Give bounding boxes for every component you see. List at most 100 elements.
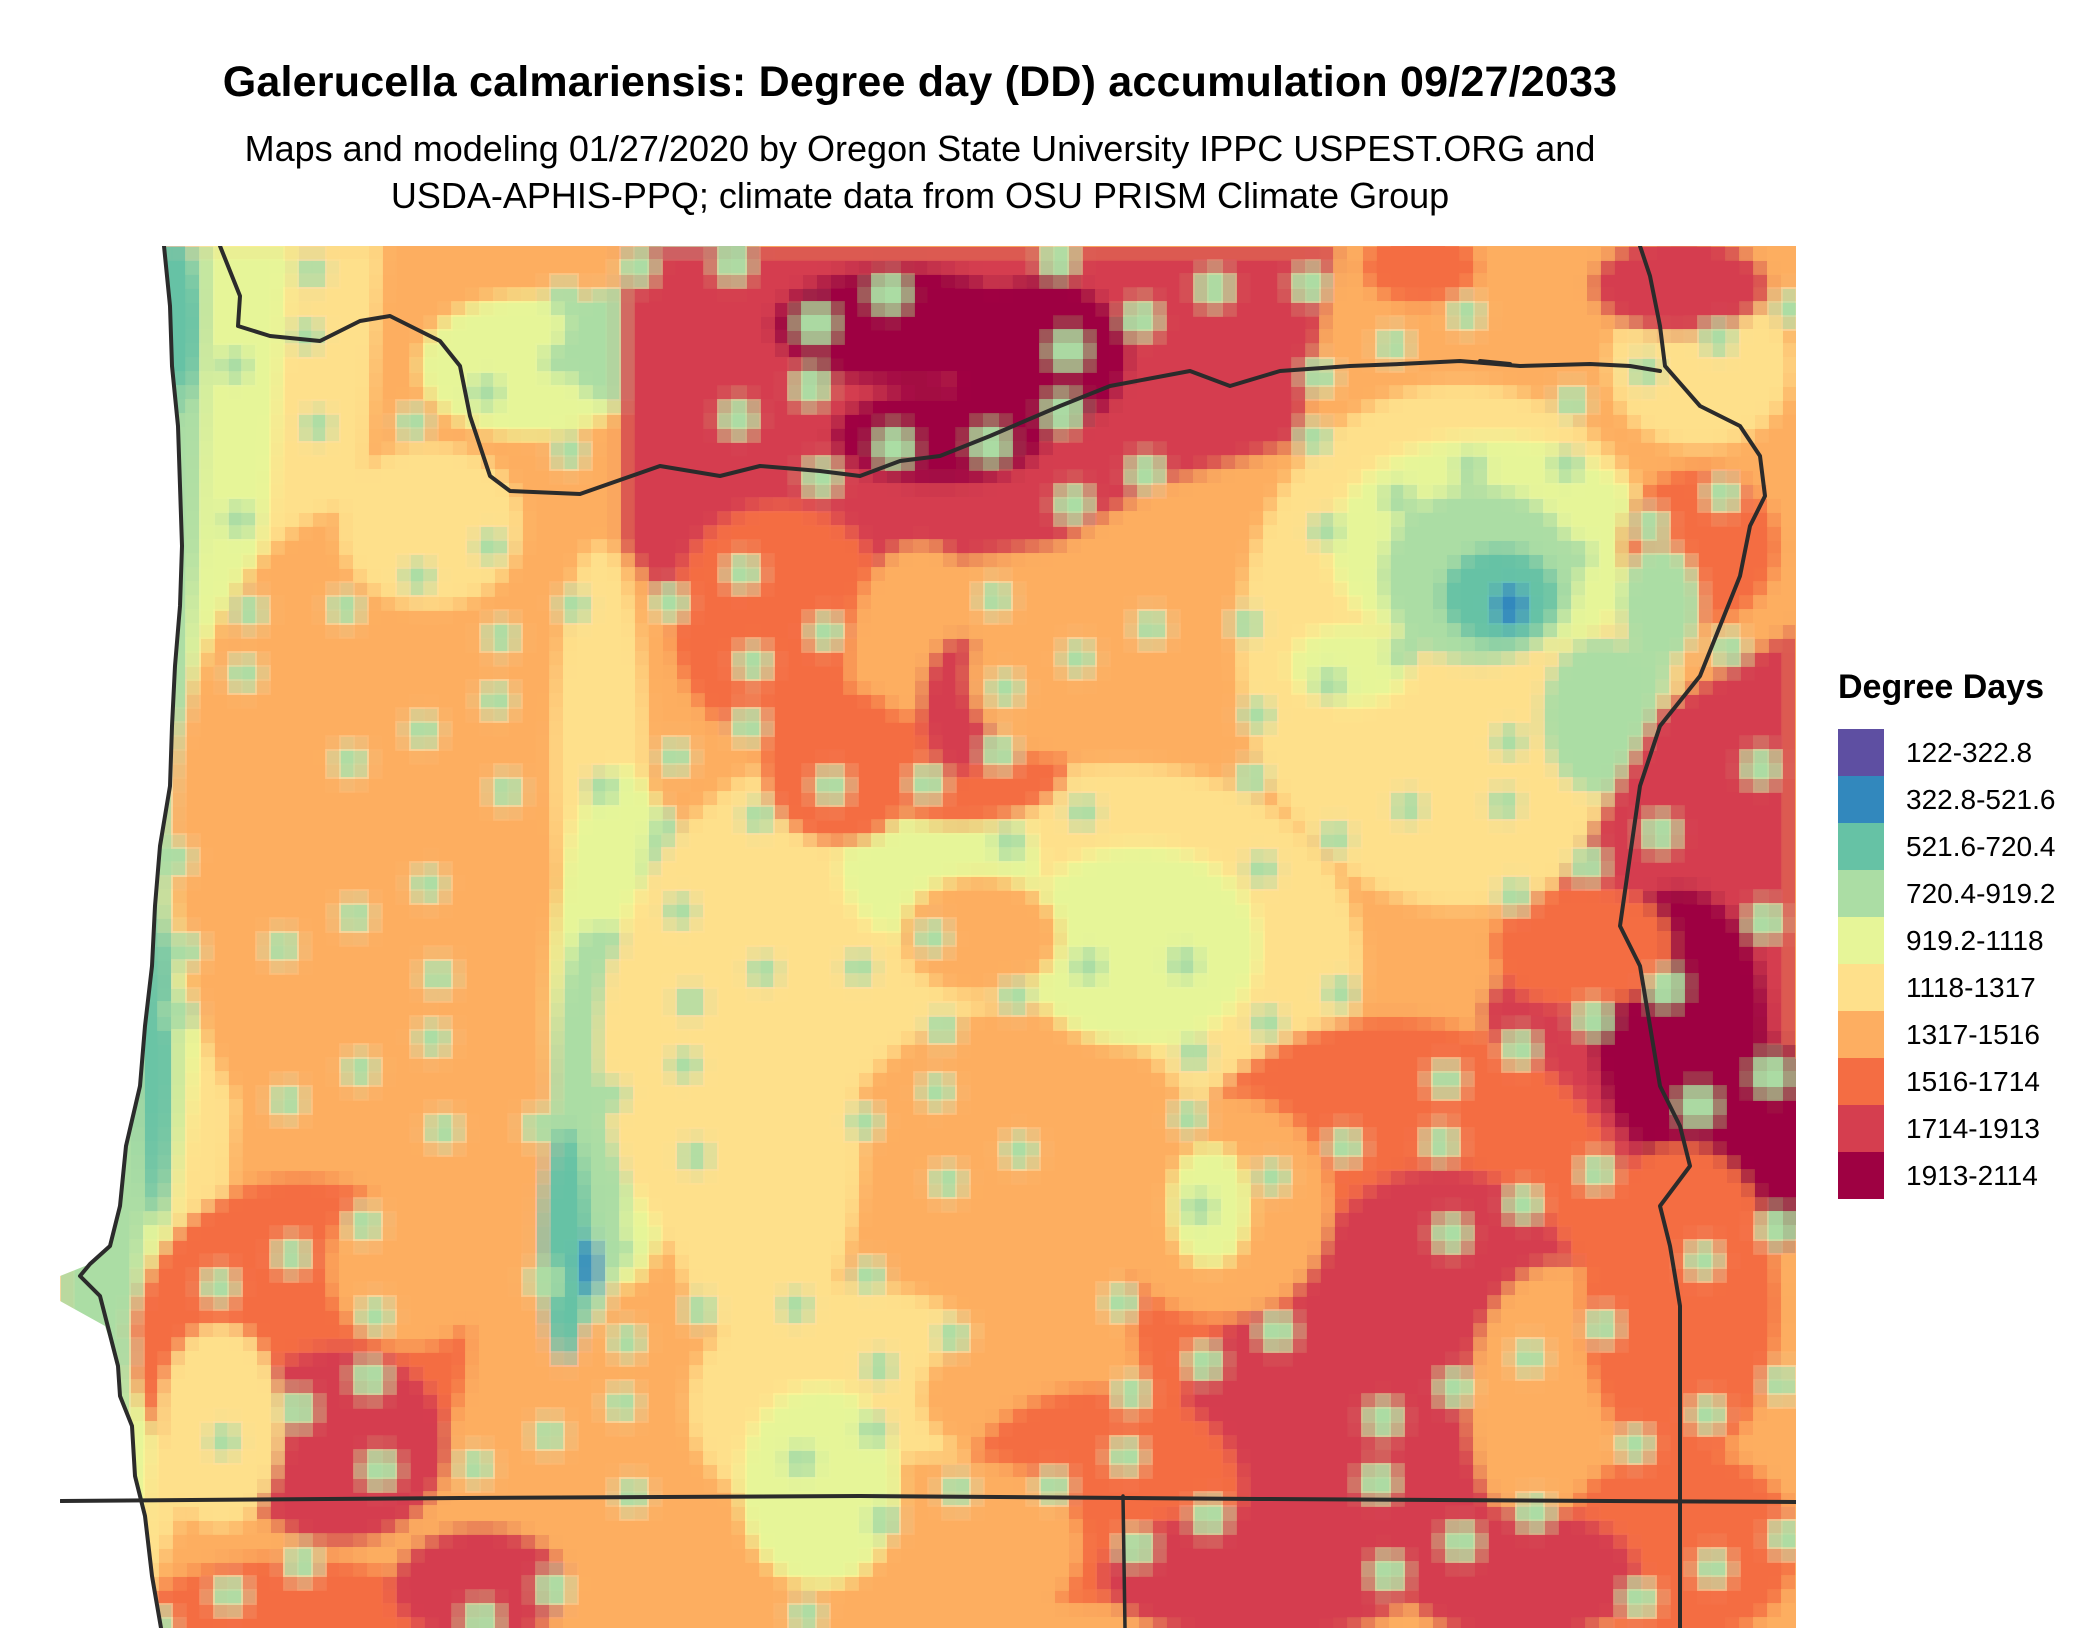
raster-zone (362, 1451, 398, 1487)
raster-zone (672, 984, 708, 1020)
raster-zone (269, 1083, 305, 1119)
raster-zone (1632, 507, 1668, 543)
raster-zone (929, 1164, 965, 1200)
raster-zone (1773, 291, 1796, 327)
raster-zone (347, 1206, 383, 1242)
raster-zone (856, 1412, 892, 1448)
legend-swatch (1838, 964, 1884, 1011)
raster-zone (1506, 1185, 1542, 1221)
raster-zone (541, 343, 577, 379)
raster-zone (977, 580, 1013, 616)
raster-zone (158, 841, 194, 877)
raster-zone (992, 825, 1028, 861)
raster-zone (813, 768, 849, 804)
raster-zone (861, 1349, 897, 1385)
raster-zone (909, 765, 945, 801)
raster-zone (551, 434, 587, 470)
raster-zone (846, 1104, 882, 1140)
legend-item: 1317-1516 (1838, 1011, 2088, 1058)
raster-zone (924, 1010, 960, 1046)
raster-zone (1490, 886, 1670, 1006)
raster-zone (95, 1180, 131, 1216)
raster-zone (284, 1545, 320, 1581)
legend-item: 1714-1913 (1838, 1105, 2088, 1152)
legend-swatch (1838, 823, 1884, 870)
raster-zone (735, 645, 771, 681)
legend-item: 122-322.8 (1838, 729, 2088, 776)
raster-zone (997, 979, 1033, 1015)
legend-item: 720.4-919.2 (1838, 870, 2088, 917)
raster-zone (1448, 296, 1484, 332)
raster-zone (725, 554, 761, 590)
raster-zone (1763, 1365, 1796, 1401)
raster-zone (1690, 1396, 1726, 1432)
raster-zone (415, 1021, 451, 1057)
raster-zone (1622, 1581, 1658, 1617)
raster-zone (604, 1386, 640, 1422)
boundary-line (1618, 246, 1767, 1628)
raster-zone (1559, 538, 1595, 574)
raster-zone (1554, 384, 1590, 420)
raster-zone (1239, 697, 1275, 733)
raster-zone (589, 924, 625, 960)
legend-label: 720.4-919.2 (1906, 877, 2056, 909)
raster-zone (1100, 1506, 1420, 1628)
raster-zone (677, 1138, 713, 1174)
raster-zone (1584, 1308, 1620, 1344)
raster-zone (468, 374, 504, 410)
raster-zone (1617, 1427, 1653, 1463)
raster-zone (1118, 1529, 1154, 1565)
raster-zone (463, 1602, 499, 1628)
raster-zone (1312, 666, 1348, 702)
raster-zone (425, 1112, 461, 1148)
raster-zone (1322, 974, 1358, 1010)
legend-label: 122-322.8 (1906, 736, 2033, 768)
raster-zone (720, 400, 756, 436)
raster-zone (662, 893, 698, 929)
raster-zone (1486, 786, 1522, 822)
legend-swatch (1838, 917, 1884, 964)
raster-zone (841, 950, 877, 986)
legend-label: 1516-1714 (1906, 1065, 2040, 1097)
raster-zone (1443, 1524, 1479, 1560)
raster-zone (1196, 270, 1232, 306)
raster-zone (808, 614, 844, 650)
map-subtitle-line2: USDA-APHIS-PPQ; climate data from OSU PR… (390, 175, 1450, 216)
raster-zone (105, 1271, 141, 1307)
raster-zone (1423, 1125, 1459, 1161)
raster-zone (1549, 447, 1585, 483)
raster-zone (594, 1078, 630, 1114)
raster-zone (231, 593, 267, 629)
raster-zone (395, 405, 431, 441)
raster-zone (1390, 789, 1426, 825)
legend-label: 919.2-1118 (1906, 924, 2044, 956)
raster-zone (730, 708, 766, 744)
legend-swatch (1838, 776, 1884, 823)
raster-zone (783, 1443, 819, 1479)
raster-zone (539, 1126, 591, 1366)
raster-zone (793, 369, 829, 405)
raster-zone (1040, 246, 1076, 277)
raster-zone (400, 559, 436, 595)
raster-zone (1070, 948, 1106, 984)
raster-zone (340, 446, 520, 606)
raster-zone (1627, 353, 1663, 389)
legend-swatch (1838, 1011, 1884, 1058)
boundary-line (78, 246, 184, 1628)
boundary-line (218, 246, 1662, 496)
boundary-line (1478, 359, 1512, 366)
raster-zone (1297, 421, 1333, 457)
raster-zone (478, 682, 514, 718)
raster-zone (1307, 512, 1343, 548)
raster-zone (919, 1073, 955, 1109)
raster-zone (216, 348, 252, 384)
raster-zone (667, 1047, 703, 1083)
raster-zone (211, 1576, 247, 1612)
raster-zone (546, 280, 582, 316)
legend-swatch (1838, 1152, 1884, 1199)
raster-zone (1637, 661, 1673, 697)
boundary-lines (60, 246, 1796, 1628)
raster-zone (1229, 606, 1265, 642)
raster-zone (1123, 301, 1159, 337)
raster-zone (972, 426, 1008, 462)
